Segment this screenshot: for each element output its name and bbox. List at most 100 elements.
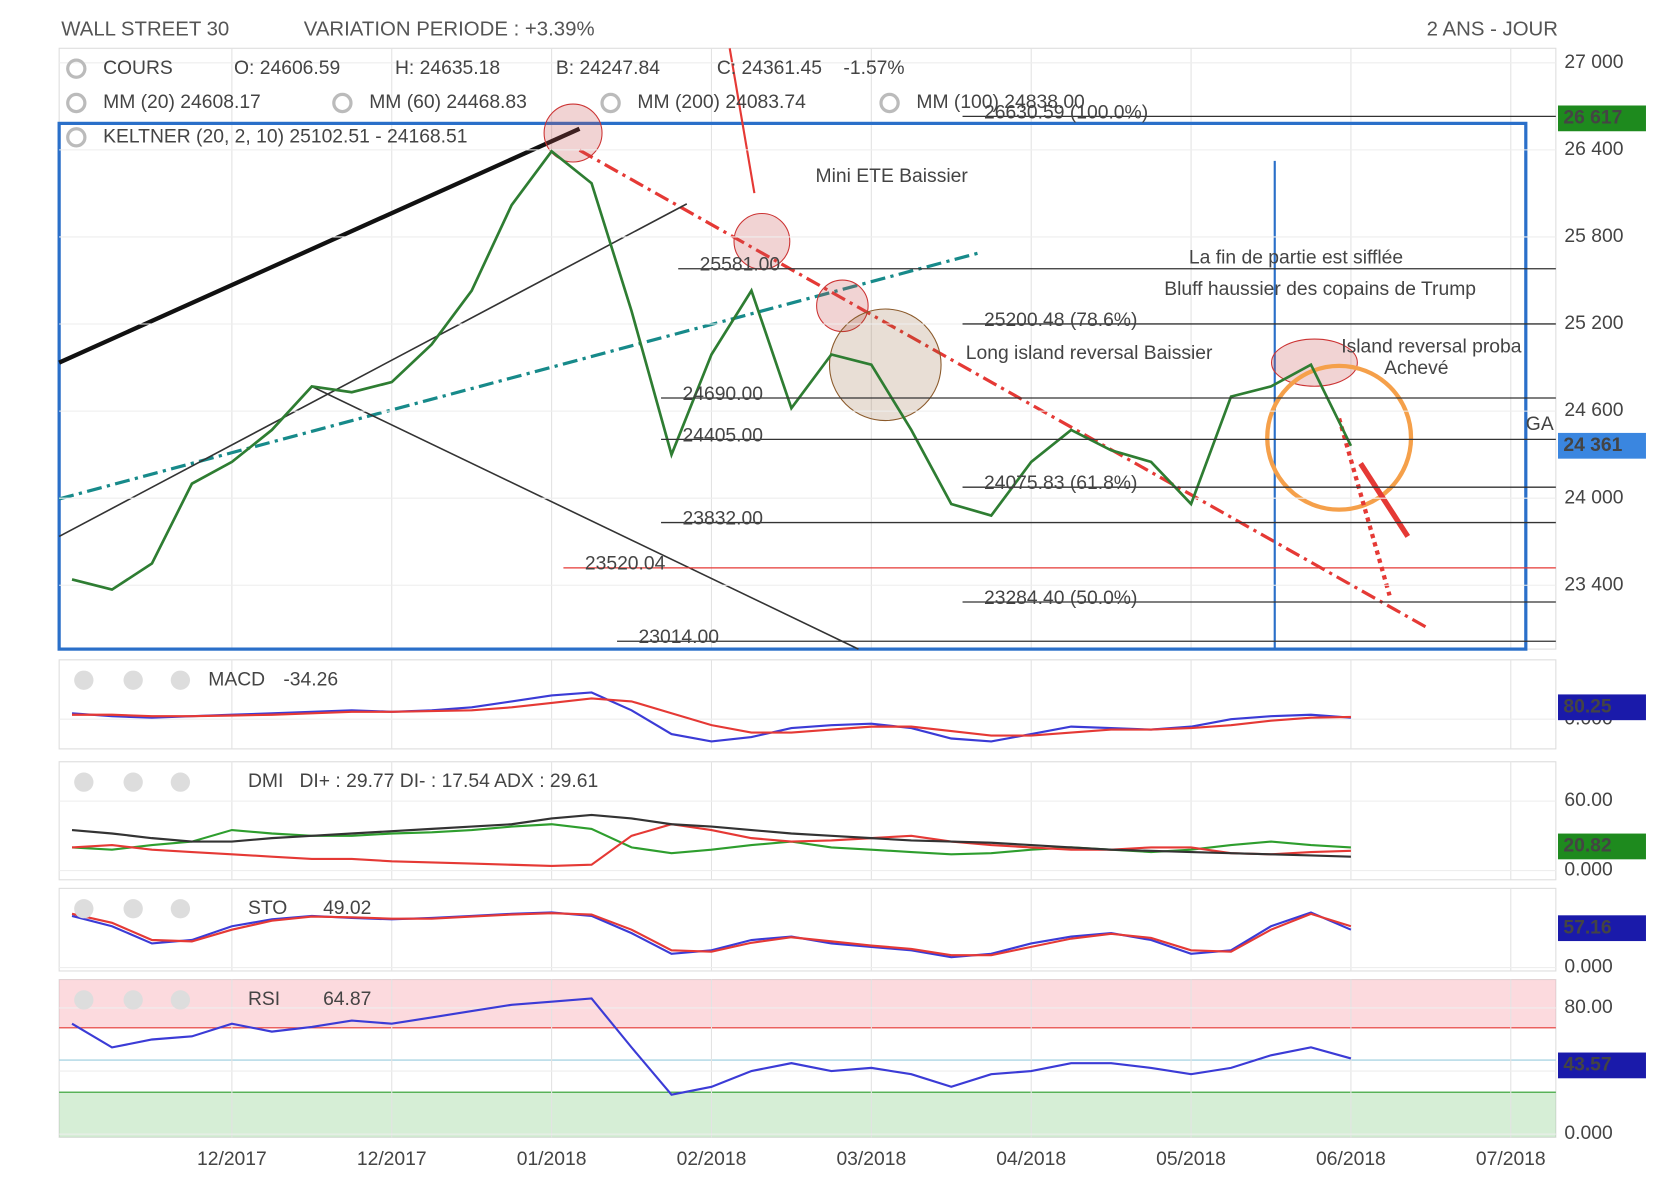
x-tick-label: 04/2018 [996, 1149, 1066, 1170]
tool-icon [74, 670, 94, 690]
level-label: 23284.40 (50.0%) [984, 588, 1137, 609]
info-text: MM (100) 24838.00 [916, 92, 1084, 113]
value-badge [1557, 694, 1646, 721]
tool-icon [123, 899, 143, 919]
trendline [310, 385, 859, 650]
gear-icon [600, 92, 621, 114]
tool-icon [170, 990, 191, 1010]
level-label: 24075.83 (61.8%) [984, 473, 1137, 494]
info-text: MM (60) 24468.83 [369, 92, 527, 113]
arrow [1358, 462, 1411, 538]
series-line [71, 823, 1351, 867]
tool-icon [123, 670, 143, 690]
gear-icon [332, 92, 353, 114]
x-tick-label: 03/2018 [836, 1149, 906, 1170]
x-tick-label: 05/2018 [1156, 1149, 1226, 1170]
trendline [58, 203, 688, 538]
y-tick-label: 25 800 [1564, 226, 1623, 247]
pane-frame [58, 979, 1557, 1138]
y-tick-label: 26 400 [1564, 139, 1623, 160]
x-tick-label: 06/2018 [1316, 1149, 1386, 1170]
x-tick-label: 12/2017 [197, 1149, 267, 1170]
level-label: 23014.00 [639, 627, 720, 648]
value-badge [1557, 432, 1646, 459]
tool-icon [170, 772, 191, 792]
tool-icon [74, 990, 94, 1010]
level-label: 23832.00 [683, 508, 764, 529]
pane-title: DMI [248, 771, 283, 792]
gear-icon [879, 92, 900, 114]
info-text: KELTNER (20, 2, 10) 25102.51 - 24168.51 [103, 126, 467, 147]
badge-label: 57.16 [1563, 917, 1612, 938]
trendline [578, 148, 1428, 630]
pane-value: 49.02 [323, 898, 371, 919]
gear-icon [66, 127, 87, 148]
trendline [58, 250, 983, 501]
y-tick-label: 60.00 [1564, 790, 1612, 811]
tool-icon [74, 899, 94, 919]
info-text: B: 24247.84 [556, 58, 660, 79]
info-text: H: 24635.18 [395, 58, 500, 79]
series-line [71, 813, 1351, 858]
series-line [72, 697, 1351, 737]
highlight-circle [816, 279, 869, 333]
y-tick-label: 0.000 [1564, 957, 1612, 978]
highlight-circle [543, 103, 603, 163]
x-tick-label: 02/2018 [677, 1149, 747, 1170]
y-tick-label: 27 000 [1564, 52, 1623, 73]
info-text: COURS [103, 58, 173, 79]
tool-icon [170, 899, 191, 919]
level-label: 26630.59 (100.0%) [984, 102, 1148, 123]
series-line [71, 911, 1352, 959]
badge-label: 24 361 [1563, 435, 1622, 456]
pane-title: RSI [248, 989, 280, 1010]
y-tick-label: 25 200 [1564, 313, 1623, 334]
series-line [71, 149, 1353, 592]
info-text: O: 24606.59 [234, 58, 340, 79]
pane-value: DI+ : 29.77 DI- : 17.54 ADX : 29.61 [299, 771, 598, 792]
period: 2 ANS - JOUR [1427, 18, 1558, 40]
tool-icon [123, 990, 143, 1010]
highlight-circle [828, 308, 942, 422]
badge-label: 43.57 [1563, 1055, 1611, 1076]
series-line [71, 912, 1352, 957]
gear-icon [66, 58, 87, 79]
value-badge [1557, 105, 1646, 132]
info-text: C: 24361.45 [717, 58, 822, 79]
y-tick-label: 0.000 [1564, 860, 1612, 881]
indicator-panes [58, 659, 1557, 1138]
arrow [728, 48, 756, 194]
badge-label: 20.82 [1563, 836, 1611, 857]
annotation: Achevé [1384, 358, 1448, 379]
y-tick-label: 23 400 [1564, 574, 1623, 595]
level-label: 25581.00 [700, 255, 781, 276]
y-tick-label: 24 600 [1564, 400, 1623, 421]
chart-subtitle: VARIATION PERIODE : +3.39% [304, 18, 595, 40]
badge-label: 26 617 [1563, 107, 1622, 128]
annotation: Island reversal proba [1341, 337, 1521, 358]
overbought-zone [59, 979, 1556, 1028]
y-tick-label: 80.00 [1564, 997, 1612, 1018]
x-tick-label: 12/2017 [357, 1149, 427, 1170]
value-badge [1557, 833, 1646, 860]
annotation: Bluff haussier des copains de Trump [1164, 279, 1476, 300]
tool-icon [170, 670, 191, 690]
value-badge [1557, 915, 1646, 942]
level-label: 24405.00 [683, 425, 764, 446]
pane-frame [58, 761, 1557, 881]
x-tick-label: 01/2018 [517, 1149, 587, 1170]
tool-icon [123, 772, 143, 792]
level-label: 24690.00 [683, 384, 764, 405]
badge-label: 80.25 [1563, 696, 1612, 717]
y-tick-label: 0.000 [1564, 1123, 1612, 1144]
chart-title: WALL STREET 30 [61, 18, 229, 40]
pane-title: MACD [208, 669, 265, 690]
gear-icon [66, 92, 87, 114]
drawings [57, 48, 1528, 651]
info-text: MM (20) 24608.17 [103, 92, 261, 113]
series-line [71, 997, 1352, 1096]
pane-value: -34.26 [283, 669, 338, 690]
y-tick-label: 24 000 [1564, 487, 1623, 508]
